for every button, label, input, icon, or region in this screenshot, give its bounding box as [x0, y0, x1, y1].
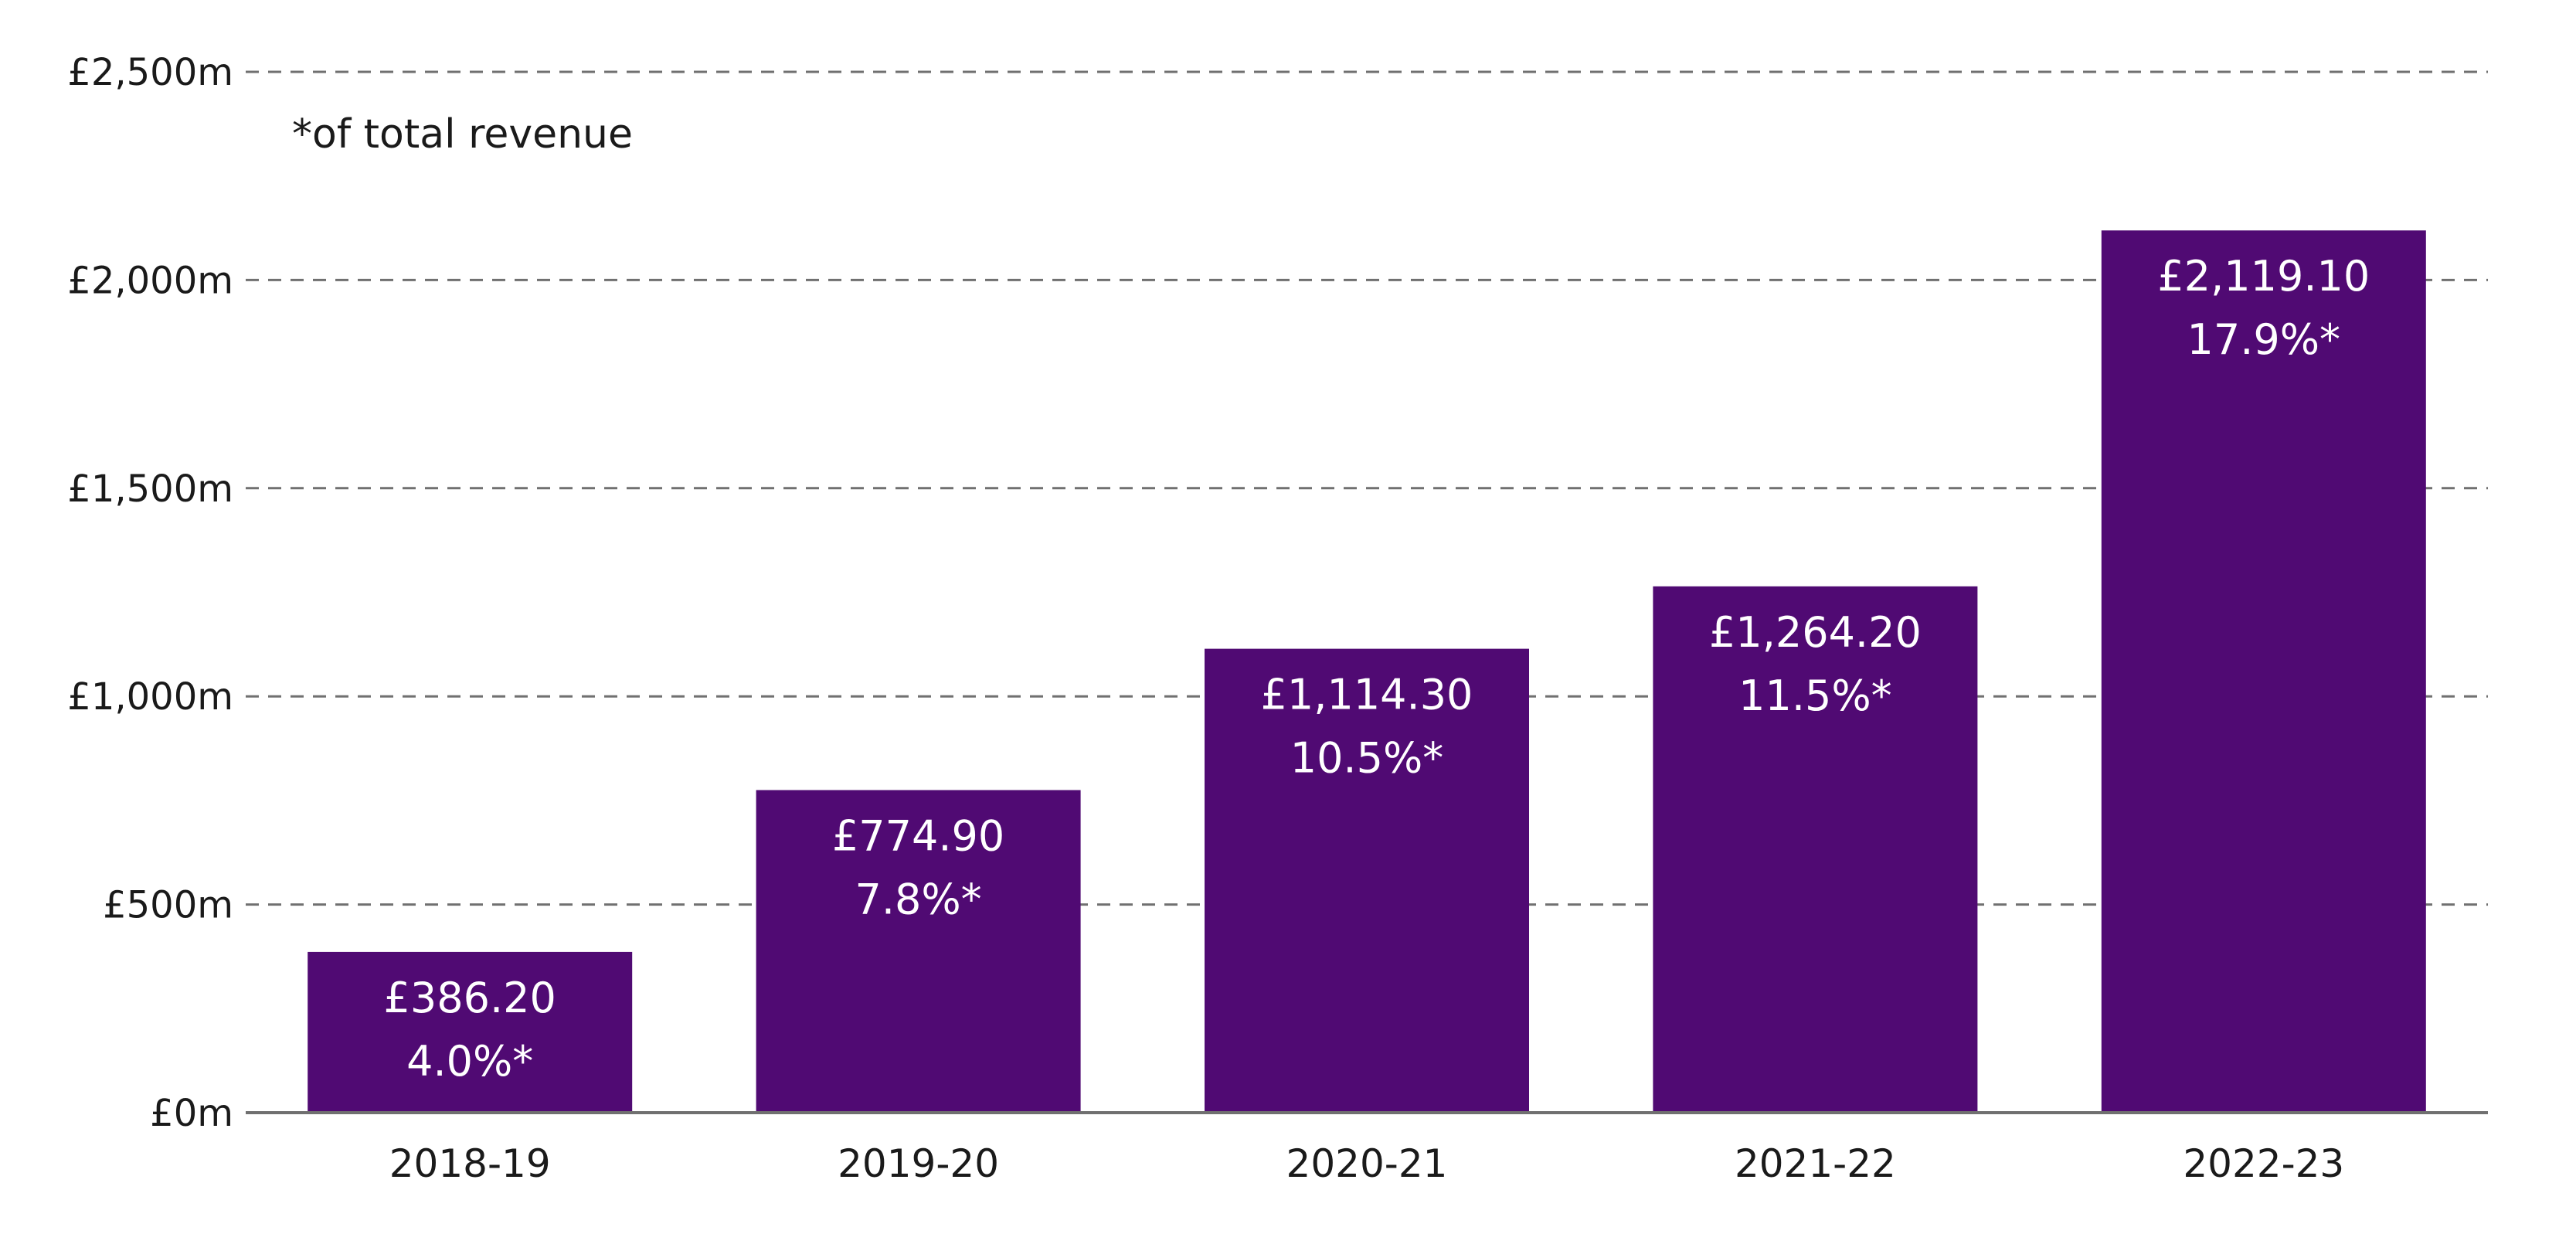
bar-value-label: £1,114.30 — [1261, 671, 1473, 719]
x-tick-label: 2020-21 — [1286, 1141, 1448, 1186]
y-axis-ticks: £0m £500m £1,000m £1,500m £2,000m £2,500m — [67, 51, 233, 1135]
y-tick-label: £2,500m — [67, 51, 233, 94]
y-tick-label: £1,000m — [67, 675, 233, 719]
bar — [2101, 230, 2426, 1113]
bar — [308, 951, 633, 1113]
bar — [1205, 648, 1529, 1113]
bar — [756, 790, 1081, 1113]
y-tick-label: £2,000m — [67, 259, 233, 302]
bar-value-label: £1,264.20 — [1709, 608, 1922, 657]
y-tick-label: £500m — [103, 884, 233, 927]
x-tick-label: 2019-20 — [838, 1141, 999, 1186]
y-tick-label: £0m — [150, 1092, 233, 1135]
y-tick-label: £1,500m — [67, 467, 233, 511]
bar — [1653, 586, 1978, 1113]
x-axis-ticks: 2018-19 2019-20 2020-21 2021-22 2022-23 — [389, 1141, 2345, 1186]
bar-percent-label: 11.5%* — [1738, 671, 1892, 720]
x-tick-label: 2022-23 — [2183, 1141, 2344, 1186]
x-tick-label: 2018-19 — [389, 1141, 551, 1186]
bar-percent-label: 7.8%* — [855, 875, 981, 923]
x-tick-label: 2021-22 — [1735, 1141, 1896, 1186]
bar-value-label: £386.20 — [384, 974, 556, 1022]
bar-percent-label: 4.0%* — [406, 1037, 533, 1086]
bars: £386.20 4.0%* £774.90 7.8%* £1,114.30 10.5%* £… — [308, 230, 2426, 1113]
bar-value-label: £774.90 — [832, 811, 1004, 860]
annotation-note: *of total revenue — [292, 111, 633, 158]
bar-percent-label: 10.5%* — [1290, 734, 1444, 783]
bar-value-label: £2,119.10 — [2157, 252, 2370, 301]
bar-percent-label: 17.9%* — [2187, 315, 2341, 364]
